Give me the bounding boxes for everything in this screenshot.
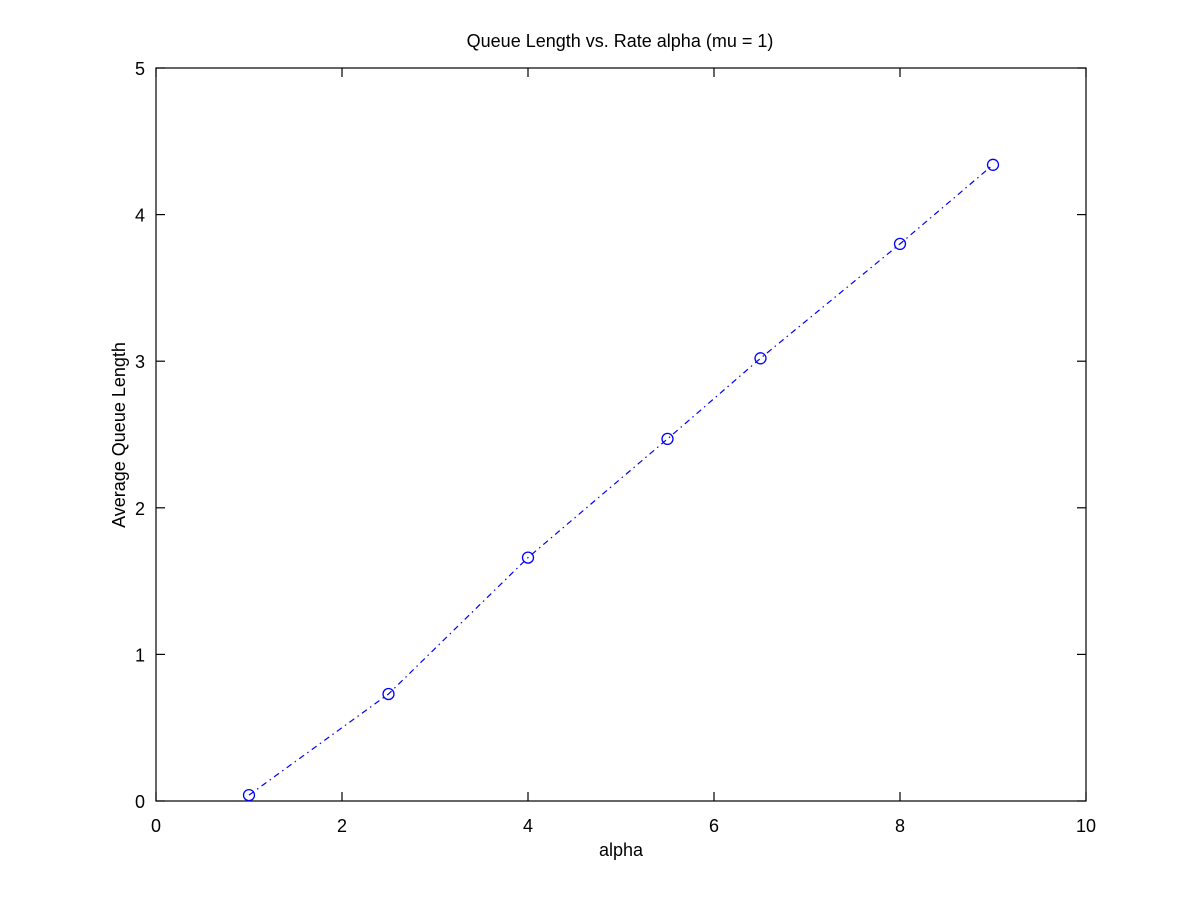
y-axis-ticks: 0 1 2 3 4 5 [135,59,1086,812]
y-tick-label: 1 [135,645,145,665]
y-tick-label: 5 [135,59,145,79]
data-point [661,432,674,446]
data-point [986,158,1000,171]
x-tick-label: 2 [337,816,347,836]
x-axis-ticks: 0 2 4 6 8 10 [151,68,1096,836]
data-point [893,237,907,251]
data-point [382,687,395,701]
y-tick-label: 3 [135,352,145,372]
x-tick-label: 10 [1076,816,1096,836]
series-layer [242,158,1000,802]
x-axis-label: alpha [599,840,644,860]
y-tick-label: 0 [135,792,145,812]
plot-area [155,67,1087,802]
y-axis-label: Average Queue Length [109,342,129,528]
data-point [242,788,256,802]
series-line [248,164,994,796]
data-point [521,551,535,564]
chart-title: Queue Length vs. Rate alpha (mu = 1) [467,31,774,51]
x-tick-label: 4 [523,816,533,836]
x-tick-label: 6 [709,816,719,836]
y-tick-label: 2 [135,499,145,519]
y-tick-label: 4 [135,206,145,226]
x-tick-label: 0 [151,816,161,836]
data-point [754,352,767,365]
x-tick-label: 8 [895,816,905,836]
